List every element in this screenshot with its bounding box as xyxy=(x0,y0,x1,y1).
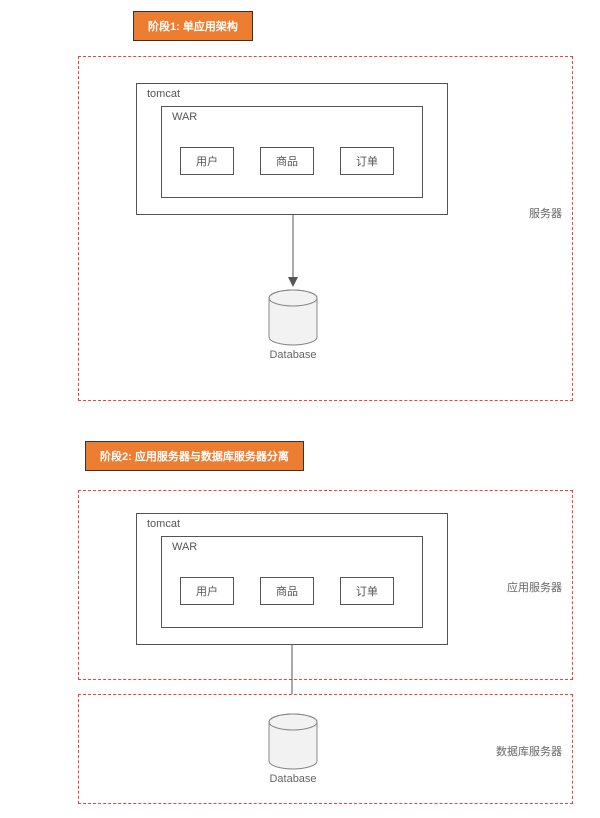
stage2-module-user: 用户 xyxy=(180,577,234,605)
stage2-app-server-label: 应用服务器 xyxy=(507,579,562,595)
stage1-database-label: Database xyxy=(267,349,319,361)
stage2-database-label: Database xyxy=(267,773,319,785)
stage1-tomcat-label: tomcat xyxy=(147,88,180,100)
stage2-database-icon xyxy=(267,713,319,771)
stage2-tomcat-box: tomcat WAR 用户 商品 订单 xyxy=(136,513,448,645)
stage1-title: 阶段1: 单应用架构 xyxy=(133,11,253,41)
stage1-module-order: 订单 xyxy=(340,147,394,175)
stage2-db-server-label: 数据库服务器 xyxy=(496,743,562,759)
stage1-server-label: 服务器 xyxy=(529,205,562,221)
stage1-database-icon xyxy=(267,289,319,347)
stage1-module-product: 商品 xyxy=(260,147,314,175)
stage1-war-label: WAR xyxy=(172,111,197,123)
stage2-war-box: WAR 用户 商品 订单 xyxy=(161,536,423,628)
stage2-module-order: 订单 xyxy=(340,577,394,605)
stage1-arrow xyxy=(286,215,300,290)
stage2-title: 阶段2: 应用服务器与数据库服务器分离 xyxy=(85,441,304,471)
stage1-tomcat-box: tomcat WAR 用户 商品 订单 xyxy=(136,83,448,215)
stage2-app-server-box: 应用服务器 tomcat WAR 用户 商品 订单 xyxy=(78,490,573,680)
stage1-server-box: 服务器 tomcat WAR 用户 商品 订单 Database xyxy=(78,56,573,401)
stage2-module-product: 商品 xyxy=(260,577,314,605)
stage2-war-label: WAR xyxy=(172,541,197,553)
stage1-war-box: WAR 用户 商品 订单 xyxy=(161,106,423,198)
stage2-db-server-box: 数据库服务器 Database xyxy=(78,694,573,804)
stage1-module-user: 用户 xyxy=(180,147,234,175)
stage2-tomcat-label: tomcat xyxy=(147,518,180,530)
